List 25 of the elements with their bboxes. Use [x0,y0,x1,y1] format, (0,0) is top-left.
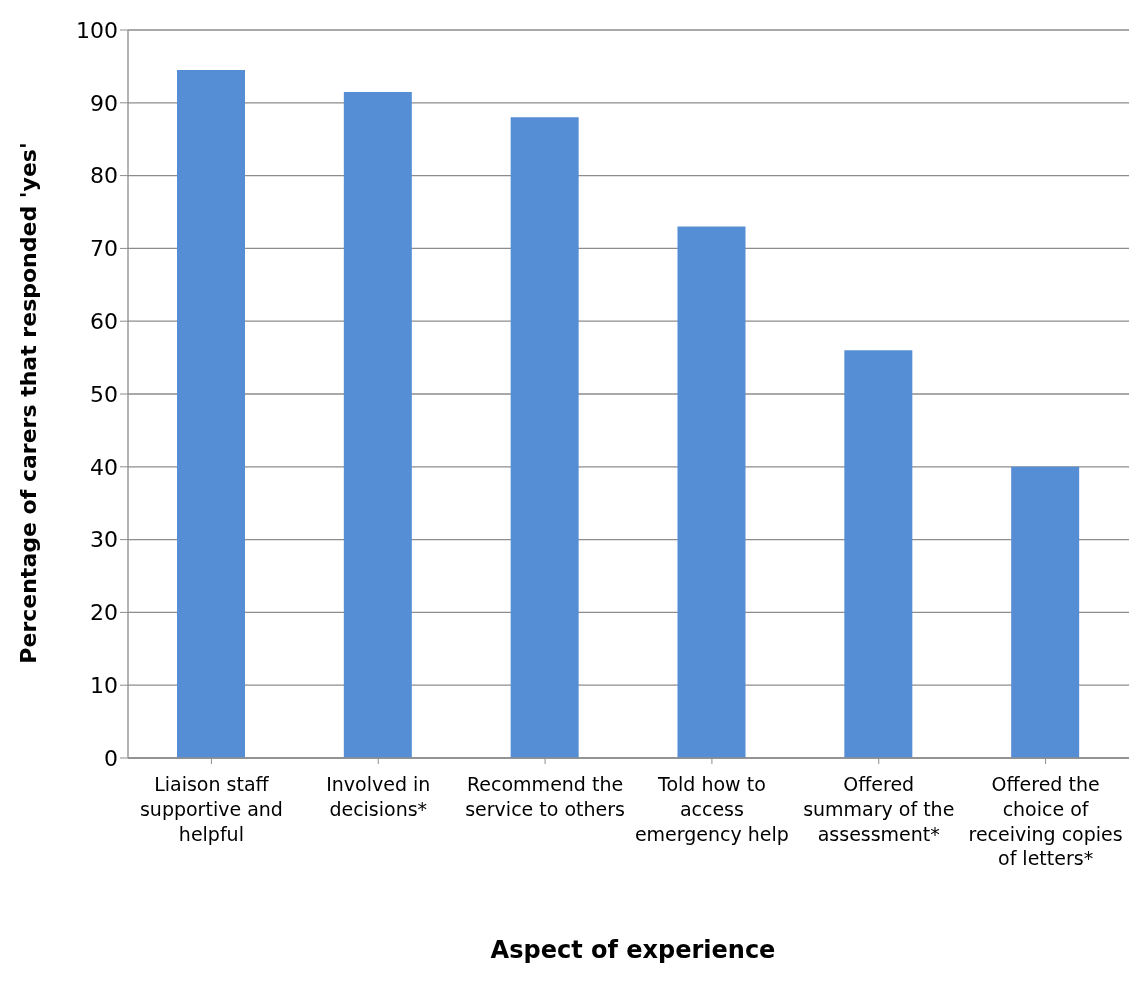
y-tick-label: 20 [90,600,118,626]
y-tick-label: 90 [90,90,118,116]
y-tick-label: 0 [104,745,118,771]
x-tick-label: Liaison staff supportive and helpful [139,773,283,845]
bar [510,117,579,758]
bar [343,91,412,758]
y-axis-title: Percentage of carers that responded 'yes' [15,142,41,664]
x-tick-label: Told how to access emergency help [634,773,789,845]
y-tick-label: 50 [90,381,118,407]
y-tick-label: 30 [90,527,118,553]
bar [677,226,746,758]
x-tick-label: Recommend the service to others [465,773,625,820]
y-tick-label: 70 [90,236,118,262]
x-tick-label: Offered summary of the assessment* [803,773,955,845]
bar [1011,466,1080,758]
y-tick-label: 100 [76,17,118,43]
y-tick-label: 80 [90,163,118,189]
bar [177,70,245,758]
x-axis-title: Aspect of experience [489,936,777,964]
y-tick-label: 10 [90,673,118,699]
x-tick-label: Offered the choice of receiving copies of letters* [968,773,1123,870]
y-tick-label: 60 [90,309,118,335]
x-tick-label: Involved in decisions* [326,773,431,820]
bar [844,350,913,758]
y-tick-label: 40 [90,454,118,480]
